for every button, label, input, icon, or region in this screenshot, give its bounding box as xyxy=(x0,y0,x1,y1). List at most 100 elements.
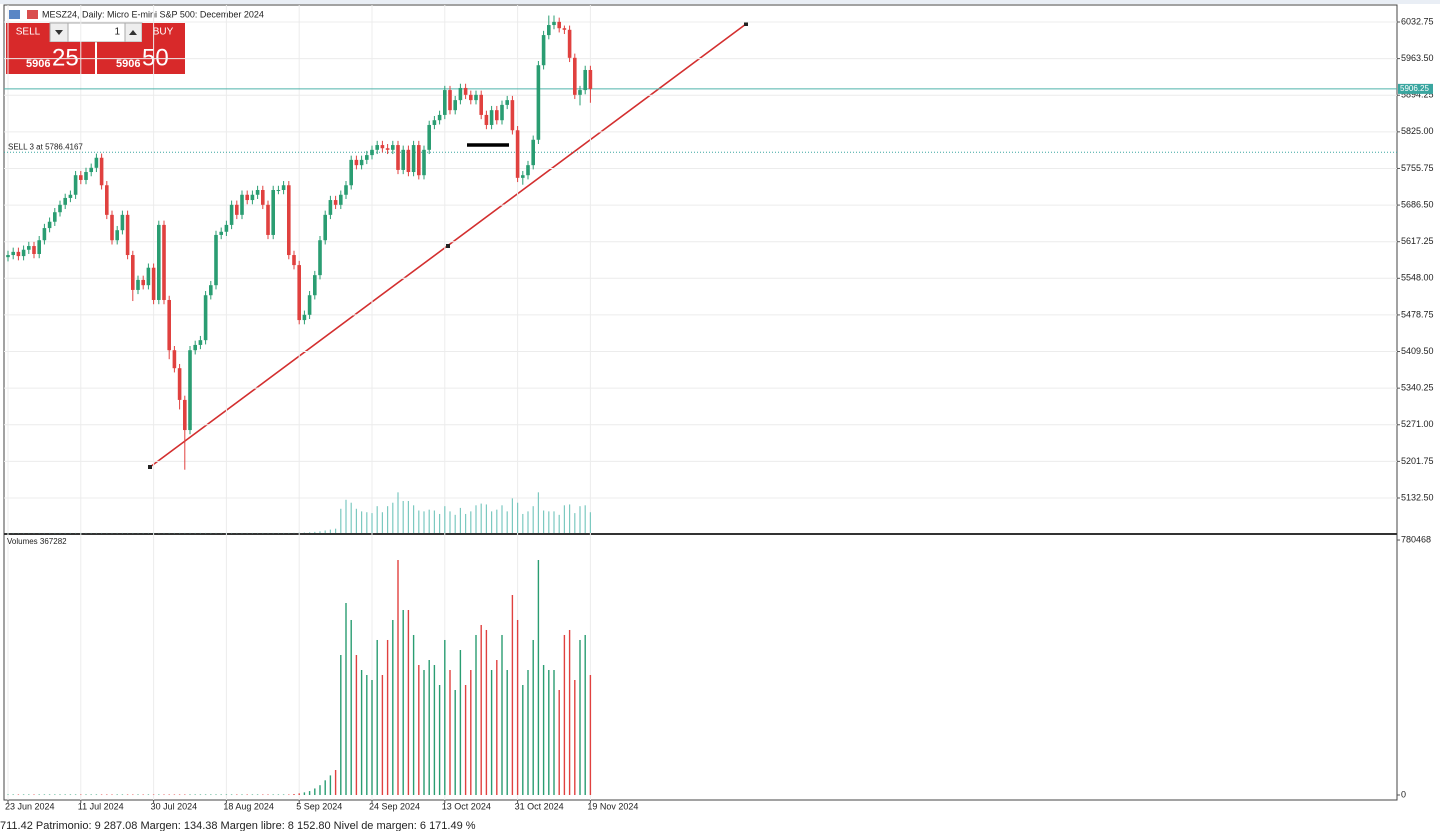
candle-body xyxy=(588,69,593,89)
candle-body xyxy=(458,87,463,101)
candle-body xyxy=(94,157,99,168)
ask-box[interactable] xyxy=(97,42,185,74)
volume-bar xyxy=(563,634,566,795)
volume-overlay xyxy=(485,504,487,533)
volume-bar xyxy=(189,794,191,796)
candle-body xyxy=(73,175,78,195)
candle-body xyxy=(63,197,67,205)
volume-bar xyxy=(158,794,160,796)
y-tick-label: 5340.25 xyxy=(1401,383,1434,393)
volume-bar xyxy=(210,794,212,796)
volume-bar xyxy=(308,791,311,795)
volume-overlay xyxy=(511,498,513,533)
candle-body xyxy=(292,255,296,266)
volume-overlay xyxy=(355,508,357,533)
candle-body xyxy=(68,194,73,198)
volume-bar xyxy=(589,675,592,795)
y-tick-label: 6032.75 xyxy=(1401,16,1434,26)
x-tick-label: 13 Oct 2024 xyxy=(442,801,491,811)
volume-bar xyxy=(54,794,56,796)
volume-bar xyxy=(236,794,238,796)
bid-box[interactable] xyxy=(6,42,95,74)
candle-body xyxy=(110,214,114,241)
trade-icon[interactable] xyxy=(27,10,38,19)
volume-bar xyxy=(48,794,51,796)
volume-overlay xyxy=(589,512,591,533)
candle-body xyxy=(53,212,57,222)
volume-overlay xyxy=(563,505,565,533)
candle-body xyxy=(261,190,265,205)
candle-body xyxy=(47,221,52,229)
buy-label: BUY xyxy=(153,27,174,38)
arrow-down xyxy=(55,30,63,35)
volume-bar xyxy=(402,609,404,795)
volume-overlay xyxy=(522,513,524,533)
trend-handle[interactable] xyxy=(148,465,152,469)
volume-overlay xyxy=(553,511,555,533)
candle-body xyxy=(58,204,62,213)
volume-overlay xyxy=(350,502,352,533)
volume-bar xyxy=(340,655,342,795)
sell-button[interactable] xyxy=(6,23,50,42)
candle-body xyxy=(323,214,327,241)
candle-body xyxy=(318,240,322,276)
trend-handle[interactable] xyxy=(446,244,450,248)
volume-overlay xyxy=(496,509,498,533)
chart-title: MESZ24, Daily: Micro E-mini S&P 500: Dec… xyxy=(42,9,264,19)
candle-body xyxy=(188,350,192,431)
volume-overlay xyxy=(324,530,326,533)
buy-button[interactable] xyxy=(142,23,185,42)
volume-overlay xyxy=(454,514,456,533)
volume-bar xyxy=(381,675,384,795)
candle-body xyxy=(365,155,369,160)
volume-bar xyxy=(142,794,144,796)
volume-bar xyxy=(579,639,581,795)
candle-body xyxy=(344,185,348,195)
volume-overlay xyxy=(402,500,404,533)
y-tick-label: 5686.50 xyxy=(1401,199,1434,209)
volume-overlay xyxy=(543,510,545,533)
candle-body xyxy=(151,267,156,300)
candle-body xyxy=(183,399,187,431)
candle-body xyxy=(583,69,587,91)
menu-icon[interactable] xyxy=(9,10,20,19)
volume-bar xyxy=(532,639,534,795)
volume-bar xyxy=(194,794,196,796)
trend-handle[interactable] xyxy=(744,22,748,26)
candle-body xyxy=(146,267,151,286)
candle-body xyxy=(177,368,182,400)
candle-body xyxy=(526,165,530,176)
volume-bar xyxy=(516,619,519,795)
volume-bar xyxy=(428,660,430,795)
candle-body xyxy=(167,299,171,351)
candle-body xyxy=(219,231,223,235)
volume-bar xyxy=(95,794,98,796)
volume-overlay xyxy=(335,528,337,533)
candle-body xyxy=(521,175,525,178)
volume-bar xyxy=(100,794,103,796)
volume-overlay xyxy=(506,511,508,533)
volume-overlay xyxy=(366,512,368,533)
volume-overlay xyxy=(309,532,311,533)
volume-overlay xyxy=(340,508,342,533)
x-tick-label: 31 Oct 2024 xyxy=(515,801,564,811)
volume-bar xyxy=(522,685,524,795)
candle-body xyxy=(115,230,119,241)
candle-body xyxy=(32,246,36,254)
volume-bar xyxy=(80,794,82,796)
candle-body xyxy=(328,200,333,215)
volume-bar xyxy=(355,655,358,795)
volume-bar xyxy=(548,670,550,795)
candle-body xyxy=(385,148,390,150)
volume-overlay xyxy=(397,492,399,533)
volume-bar xyxy=(215,794,217,796)
volume-bar xyxy=(74,794,77,796)
volume-bar xyxy=(59,794,61,796)
x-tick-label: 11 Jul 2024 xyxy=(78,801,124,811)
volume-bar xyxy=(246,794,248,796)
volume-bar xyxy=(423,670,425,795)
candle-body xyxy=(198,340,203,345)
candle-body xyxy=(469,94,473,101)
volume-bar xyxy=(464,685,467,795)
